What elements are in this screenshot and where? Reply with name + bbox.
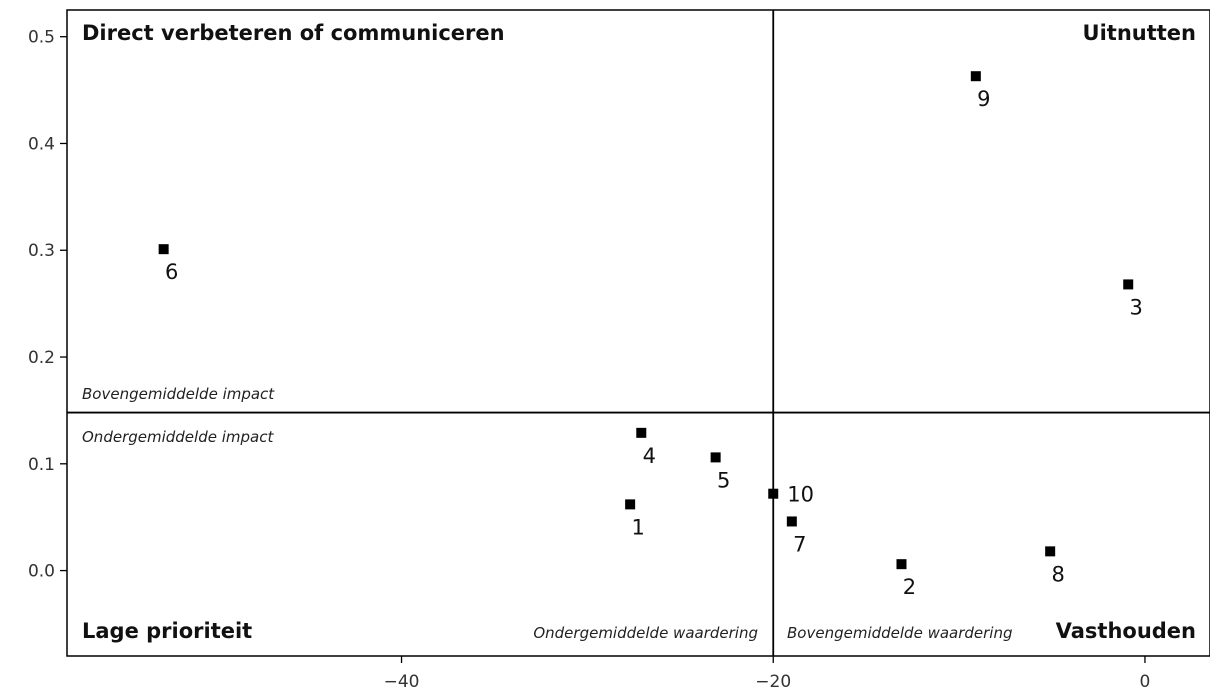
data-point-8 — [1045, 546, 1056, 557]
quadrant-labels: Direct verbeteren of communiceren Uitnut… — [82, 21, 1196, 643]
point-label-4: 4 — [643, 444, 656, 468]
y-tick-label: 0.5 — [28, 28, 55, 48]
data-point-7 — [786, 516, 797, 527]
point-label-10: 10 — [787, 483, 814, 507]
data-point-6 — [158, 244, 169, 255]
point-label-6: 6 — [165, 260, 178, 284]
point-label-1: 1 — [631, 515, 644, 539]
data-point-9 — [970, 71, 981, 82]
point-label-3: 3 — [1130, 295, 1143, 319]
x-tick-label: −40 — [384, 672, 420, 692]
note-below-average-rating: Ondergemiddelde waardering — [533, 624, 758, 642]
y-tick-label: 0.2 — [28, 348, 55, 368]
point-label-2: 2 — [903, 575, 916, 599]
quadrant-title-bottom-right: Vasthouden — [1056, 619, 1196, 643]
data-points: 1 2 3 4 5 6 7 8 9 10 — [158, 71, 1143, 599]
y-tick-label: 0.4 — [28, 134, 55, 154]
data-point-1 — [625, 499, 636, 510]
note-above-average-rating: Bovengemiddelde waardering — [787, 624, 1013, 642]
point-label-9: 9 — [977, 87, 990, 111]
data-point-2 — [896, 559, 907, 570]
plot-border — [66, 9, 1210, 657]
quadrant-title-bottom-left: Lage prioriteit — [82, 619, 252, 643]
y-axis: 0.0 0.1 0.2 0.3 0.4 0.5 — [28, 28, 67, 582]
x-tick-label: −20 — [755, 672, 791, 692]
y-tick-label: 0.0 — [28, 562, 55, 582]
quadrant-title-top-left: Direct verbeteren of communiceren — [82, 21, 505, 45]
x-tick-label: 0 — [1140, 672, 1151, 692]
data-point-3 — [1123, 279, 1134, 290]
plot-frame — [66, 9, 1210, 657]
point-label-5: 5 — [717, 468, 730, 492]
quadrant-title-top-right: Uitnutten — [1083, 21, 1196, 45]
data-point-4 — [636, 427, 647, 438]
data-point-10 — [768, 488, 779, 499]
note-below-average-impact: Ondergemiddelde impact — [82, 428, 274, 446]
note-above-average-impact: Bovengemiddelde impact — [82, 385, 275, 403]
y-tick-label: 0.3 — [28, 241, 55, 261]
point-label-7: 7 — [793, 532, 806, 556]
quadrant-dividers — [67, 10, 1210, 656]
data-point-5 — [710, 452, 721, 463]
point-label-8: 8 — [1051, 562, 1064, 586]
y-tick-label: 0.1 — [28, 455, 55, 475]
x-axis: −40 −20 0 — [384, 656, 1151, 692]
